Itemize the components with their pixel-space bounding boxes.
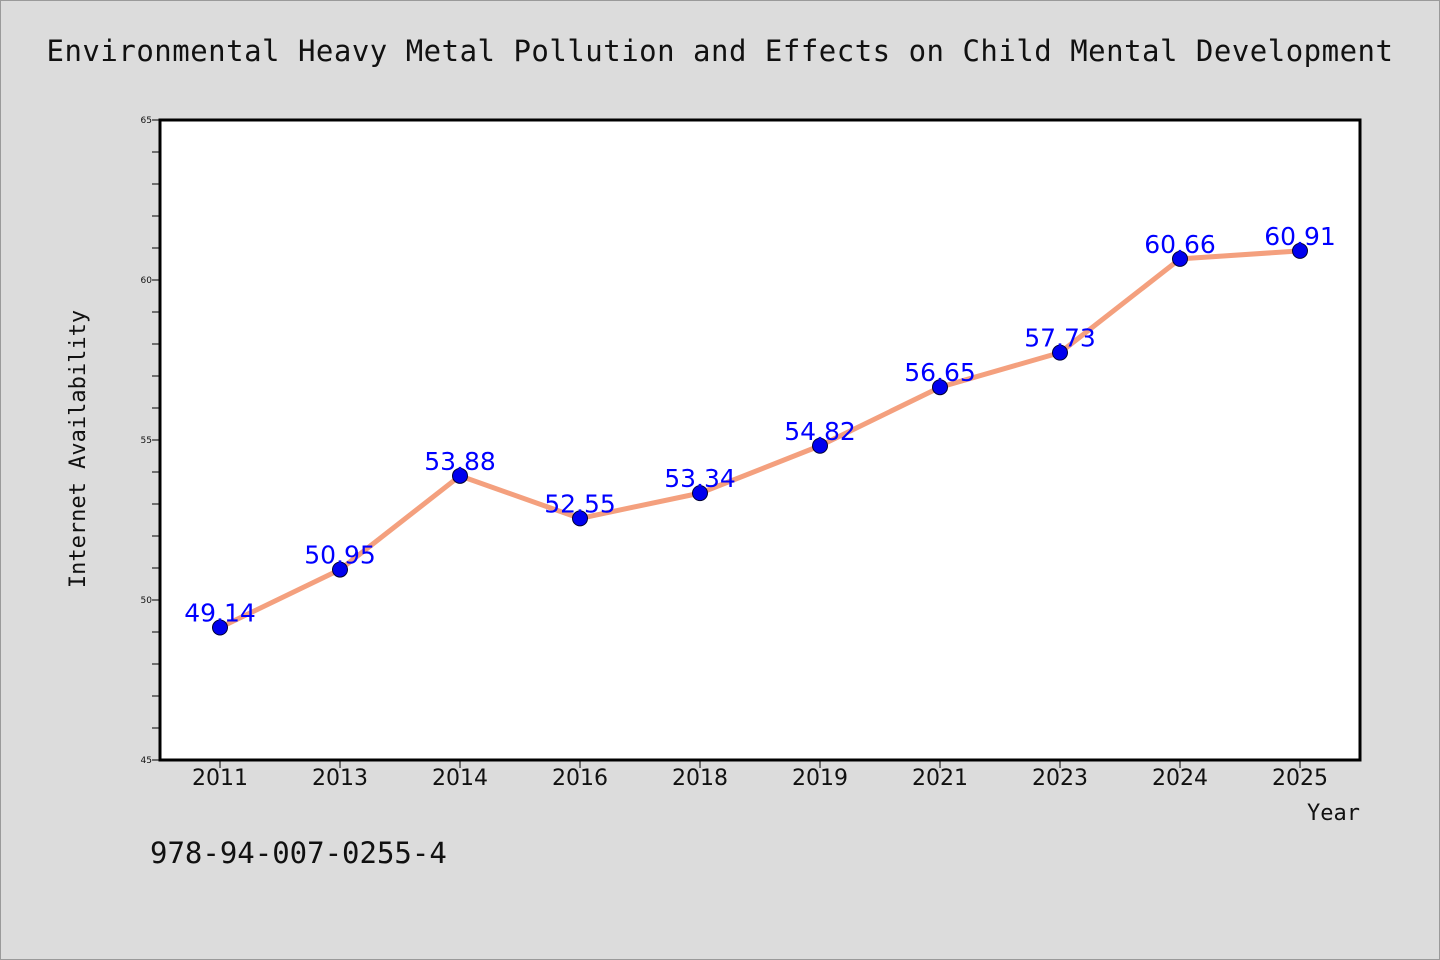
data-point xyxy=(932,379,948,396)
plot-area xyxy=(158,118,1362,762)
data-point xyxy=(452,467,468,484)
x-axis: 2011 2013 2014 2016 2018 2019 2021 2023 2024 2025 xyxy=(192,760,1328,791)
data-point xyxy=(572,510,588,527)
y-tick-label: 60 xyxy=(141,276,153,286)
x-axis-label: Year xyxy=(1307,801,1360,826)
data-label: 53.88 xyxy=(424,447,496,476)
x-tick-label: 2018 xyxy=(672,766,728,791)
isbn-text: 978-94-007-0255-4 xyxy=(150,836,447,870)
y-tick-label: 65 xyxy=(141,116,152,126)
data-point xyxy=(1172,250,1188,267)
series-line xyxy=(217,248,1303,631)
data-label: 60.66 xyxy=(1144,230,1216,259)
data-point xyxy=(812,437,828,454)
data-label: 49.14 xyxy=(184,599,256,628)
series-layer: 49.14 50.95 53.88 52.55 53.34 54.82 56.65 57.73… xyxy=(184,222,1336,636)
x-tick-label: 2024 xyxy=(1152,766,1208,791)
x-tick-label: 2019 xyxy=(792,766,848,791)
data-label: 56.65 xyxy=(904,358,976,387)
x-tick-label: 2023 xyxy=(1032,766,1088,791)
chart-title: Environmental Heavy Metal Pollution and … xyxy=(46,34,1394,68)
x-tick-label: 2013 xyxy=(312,766,368,791)
data-label: 52.55 xyxy=(544,489,616,518)
y-axis: 45 50 55 60 65 xyxy=(141,116,160,766)
y-tick-label: 45 xyxy=(141,756,152,766)
data-label: 53.34 xyxy=(664,464,736,493)
data-label: 50.95 xyxy=(304,541,376,570)
data-point xyxy=(1052,344,1068,361)
data-label: 60.91 xyxy=(1264,222,1336,251)
y-axis-label: Internet Availability xyxy=(66,310,91,588)
data-label: 54.82 xyxy=(784,417,856,446)
x-tick-label: 2011 xyxy=(192,766,248,791)
data-point xyxy=(692,485,708,502)
data-point xyxy=(332,561,348,578)
y-tick-label: 55 xyxy=(141,436,152,446)
data-point xyxy=(1292,242,1308,259)
data-label: 57.73 xyxy=(1024,324,1096,353)
x-tick-label: 2025 xyxy=(1272,766,1328,791)
x-tick-label: 2016 xyxy=(552,766,608,791)
y-tick-label: 50 xyxy=(141,596,153,606)
data-point xyxy=(212,619,228,636)
x-tick-label: 2021 xyxy=(912,766,968,791)
x-tick-label: 2014 xyxy=(432,766,488,791)
